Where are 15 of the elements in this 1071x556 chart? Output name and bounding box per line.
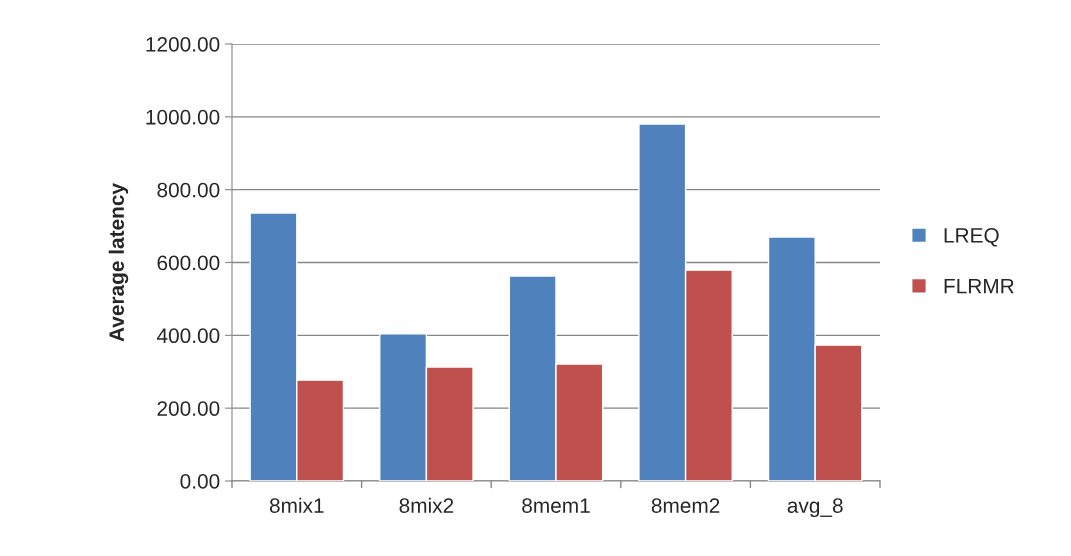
x-tick-label: 8mix2 xyxy=(399,497,454,513)
y-tick-label: 0.00 xyxy=(180,474,220,489)
y-axis-title: Average latency xyxy=(108,183,129,342)
x-tick-label: 8mem2 xyxy=(651,498,720,513)
x-tick-label: avg_8 xyxy=(787,498,843,518)
x-tick-label: 8mix1 xyxy=(269,497,324,513)
y-tick-label: 200.00 xyxy=(157,401,220,416)
y-tick-label: 1200.00 xyxy=(146,37,220,52)
y-tick-label: 1000.00 xyxy=(146,109,220,125)
y-tick-label: 600.00 xyxy=(157,255,220,271)
x-tick-label: 8mem1 xyxy=(522,498,590,513)
y-tick-label: 400.00 xyxy=(156,328,220,344)
y-tick-label: 800.00 xyxy=(157,182,220,198)
legend-label: LREQ xyxy=(944,228,999,247)
legend-label: FLRMR xyxy=(944,278,1014,294)
